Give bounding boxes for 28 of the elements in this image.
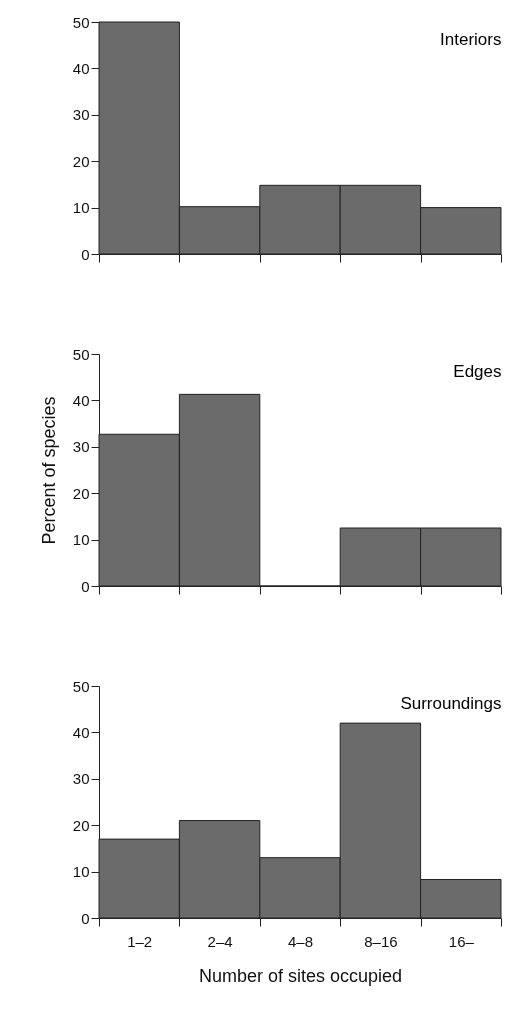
y-tick-label: 20 [72,816,90,834]
y-tick-label: 10 [72,863,90,881]
text: Surroundings [400,694,502,713]
y-tick-label: 10 [72,531,90,549]
x-tick-label: 1–2 [127,932,153,950]
x-tick-label: 8–16 [364,932,398,950]
y-tick-label: 40 [72,391,90,409]
y-tick-label: 0 [81,577,90,595]
y-tick-label: 30 [72,438,90,456]
y-tick-label: 20 [72,152,90,170]
text: Interiors [440,30,502,49]
y-tick-label: 50 [72,345,90,363]
y-tick-label: 10 [72,199,90,217]
y-tick-label: 40 [72,59,90,77]
x-axis-title: Number of sites occupied [198,965,403,986]
x-tick-label: 16– [448,932,475,950]
y-axis-title: Percent of species [38,396,59,545]
y-tick-label: 50 [72,677,90,695]
y-tick-label: 0 [81,245,90,263]
y-tick-label: 20 [72,484,90,502]
x-tick-label: 4–8 [287,932,314,950]
y-tick-label: 30 [72,770,90,788]
text: Edges [453,362,502,381]
x-tick-label: 2–4 [207,932,233,950]
y-tick-label: 0 [81,909,90,927]
y-tick-label: 30 [72,106,90,124]
y-tick-label: 40 [72,723,90,741]
y-tick-label: 50 [72,13,90,31]
